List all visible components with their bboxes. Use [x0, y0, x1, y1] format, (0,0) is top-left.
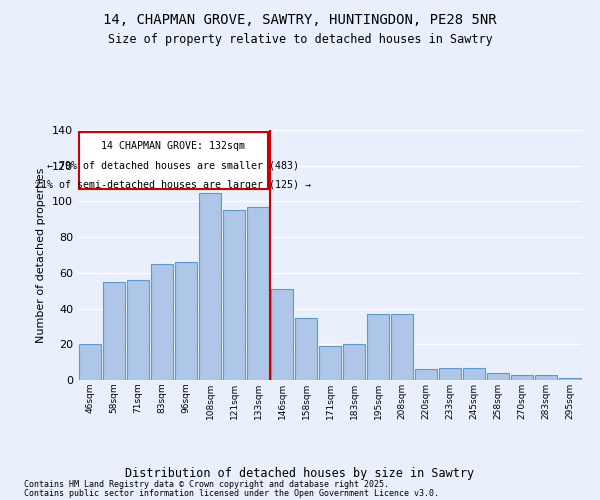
Bar: [223, 210, 245, 380]
Text: 21% of semi-detached houses are larger (125) →: 21% of semi-detached houses are larger (…: [35, 180, 311, 190]
Bar: [79, 344, 101, 380]
Text: Size of property relative to detached houses in Sawtry: Size of property relative to detached ho…: [107, 32, 493, 46]
Text: Distribution of detached houses by size in Sawtry: Distribution of detached houses by size …: [125, 467, 475, 480]
Bar: [367, 314, 389, 380]
Text: Contains public sector information licensed under the Open Government Licence v3: Contains public sector information licen…: [24, 488, 439, 498]
Bar: [151, 264, 173, 380]
Bar: [511, 374, 533, 380]
Bar: [535, 374, 557, 380]
Bar: [559, 378, 581, 380]
Bar: [487, 373, 509, 380]
Bar: [415, 370, 437, 380]
Bar: [319, 346, 341, 380]
Text: ← 79% of detached houses are smaller (483): ← 79% of detached houses are smaller (48…: [47, 160, 299, 170]
FancyBboxPatch shape: [79, 132, 268, 189]
Text: Contains HM Land Registry data © Crown copyright and database right 2025.: Contains HM Land Registry data © Crown c…: [24, 480, 389, 489]
Bar: [175, 262, 197, 380]
Bar: [271, 289, 293, 380]
Bar: [103, 282, 125, 380]
Bar: [343, 344, 365, 380]
Text: 14, CHAPMAN GROVE, SAWTRY, HUNTINGDON, PE28 5NR: 14, CHAPMAN GROVE, SAWTRY, HUNTINGDON, P…: [103, 12, 497, 26]
Bar: [295, 318, 317, 380]
Text: 14 CHAPMAN GROVE: 132sqm: 14 CHAPMAN GROVE: 132sqm: [101, 140, 245, 150]
Bar: [463, 368, 485, 380]
Bar: [127, 280, 149, 380]
Bar: [391, 314, 413, 380]
Bar: [439, 368, 461, 380]
Bar: [199, 192, 221, 380]
Y-axis label: Number of detached properties: Number of detached properties: [37, 168, 46, 342]
Bar: [247, 207, 269, 380]
